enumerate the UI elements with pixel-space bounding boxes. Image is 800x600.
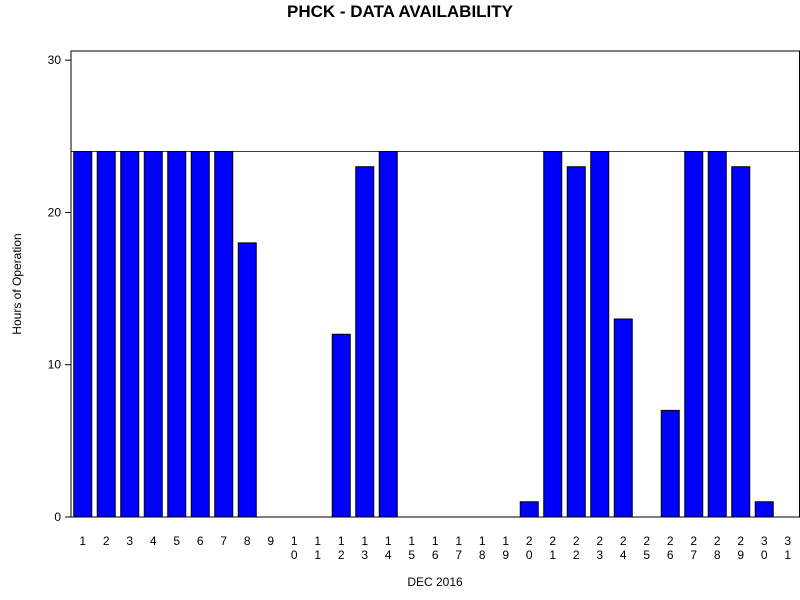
bar: [731, 166, 751, 518]
x-tick-label: 6: [197, 534, 204, 548]
bar: [237, 242, 257, 518]
bar: [167, 151, 187, 518]
bar: [331, 333, 351, 518]
x-tick-label: 3: [126, 534, 133, 548]
bar: [190, 151, 210, 518]
bar: [754, 501, 774, 518]
y-axis-label: Hours of Operation: [10, 233, 24, 334]
bar: [684, 151, 704, 518]
y-tick-label: 0: [54, 510, 61, 524]
x-tick-label: 9: [267, 534, 274, 548]
bar: [566, 166, 586, 518]
x-tick-label: 8: [244, 534, 251, 548]
x-tick-label: 7: [220, 534, 227, 548]
bar: [120, 151, 140, 518]
bar: [214, 151, 234, 518]
x-axis-label: DEC 2016: [407, 575, 463, 589]
chart-title: PHCK - DATA AVAILABILITY: [287, 2, 514, 21]
y-tick-label: 20: [48, 205, 62, 219]
bar: [143, 151, 163, 518]
bar: [660, 409, 680, 518]
bar: [590, 151, 610, 518]
x-tick-label: 4: [150, 534, 157, 548]
bar: [613, 318, 633, 518]
bar: [378, 151, 398, 518]
bar: [96, 151, 116, 518]
x-tick-label: 1: [79, 534, 86, 548]
bar: [519, 501, 539, 518]
bar: [707, 151, 727, 518]
y-tick-label: 30: [48, 53, 62, 67]
bar: [73, 151, 93, 518]
x-tick-label: 5: [173, 534, 180, 548]
bar: [543, 151, 563, 518]
x-tick-label: 2: [103, 534, 110, 548]
y-tick-label: 10: [48, 358, 62, 372]
bar: [355, 166, 375, 518]
